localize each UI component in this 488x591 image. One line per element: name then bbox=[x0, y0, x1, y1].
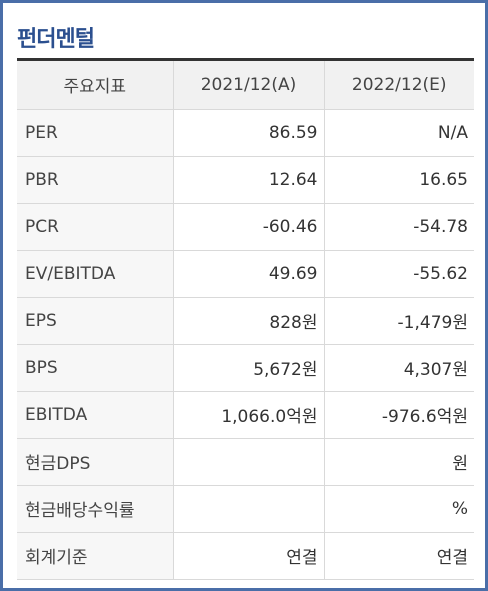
value-2021: 86.59 bbox=[172, 109, 324, 157]
row-label: EV/EBITDA bbox=[17, 250, 173, 298]
row-label: EBITDA bbox=[17, 391, 173, 439]
value-2022: -1,479원 bbox=[323, 297, 474, 345]
row-label: 현금배당수익률 bbox=[17, 485, 173, 533]
table-row-ev-ebitda: EV/EBITDA 49.69 -55.62 bbox=[17, 250, 474, 298]
value-2022: 16.65 bbox=[323, 156, 474, 204]
table-row-accounting-standard: 회계기준 연결 연결 bbox=[17, 532, 474, 580]
value-2021 bbox=[172, 485, 324, 533]
section-title: 펀더멘털 bbox=[17, 27, 95, 52]
value-2022: 원 bbox=[323, 438, 474, 486]
value-2021: 1,066.0억원 bbox=[172, 391, 324, 439]
table-row-cash-dps: 현금DPS 원 bbox=[17, 438, 474, 486]
table-row-pcr: PCR -60.46 -54.78 bbox=[17, 203, 474, 251]
row-label: PBR bbox=[17, 156, 173, 204]
value-2021: 828원 bbox=[172, 297, 324, 345]
value-2022: N/A bbox=[323, 109, 474, 157]
table-row-eps: EPS 828원 -1,479원 bbox=[17, 297, 474, 345]
header-2021: 2021/12(A) bbox=[172, 61, 324, 110]
row-label: 회계기준 bbox=[17, 532, 173, 580]
value-2021 bbox=[172, 438, 324, 486]
row-label: BPS bbox=[17, 344, 173, 392]
value-2022: -976.6억원 bbox=[323, 391, 474, 439]
row-label: EPS bbox=[17, 297, 173, 345]
table-header-row: 주요지표 2021/12(A) 2022/12(E) bbox=[17, 61, 474, 110]
table-row-pbr: PBR 12.64 16.65 bbox=[17, 156, 474, 204]
table-row-dividend-yield: 현금배당수익률 % bbox=[17, 485, 474, 533]
value-2021: 12.64 bbox=[172, 156, 324, 204]
value-2022: -54.78 bbox=[323, 203, 474, 251]
value-2021: 49.69 bbox=[172, 250, 324, 298]
value-2021: 연결 bbox=[172, 532, 324, 580]
value-2021: -60.46 bbox=[172, 203, 324, 251]
value-2022: % bbox=[323, 485, 474, 533]
row-label: 현금DPS bbox=[17, 438, 173, 486]
value-2022: 4,307원 bbox=[323, 344, 474, 392]
header-indicator: 주요지표 bbox=[17, 61, 173, 110]
value-2021: 5,672원 bbox=[172, 344, 324, 392]
table-row-bps: BPS 5,672원 4,307원 bbox=[17, 344, 474, 392]
table-row-ebitda: EBITDA 1,066.0억원 -976.6억원 bbox=[17, 391, 474, 439]
fundamentals-table: 주요지표 2021/12(A) 2022/12(E) PER 86.59 N/A… bbox=[17, 61, 474, 580]
row-label: PER bbox=[17, 109, 173, 157]
header-2022: 2022/12(E) bbox=[323, 61, 474, 110]
row-label: PCR bbox=[17, 203, 173, 251]
table-row-per: PER 86.59 N/A bbox=[17, 109, 474, 157]
value-2022: 연결 bbox=[323, 532, 474, 580]
value-2022: -55.62 bbox=[323, 250, 474, 298]
title-divider bbox=[17, 58, 474, 61]
